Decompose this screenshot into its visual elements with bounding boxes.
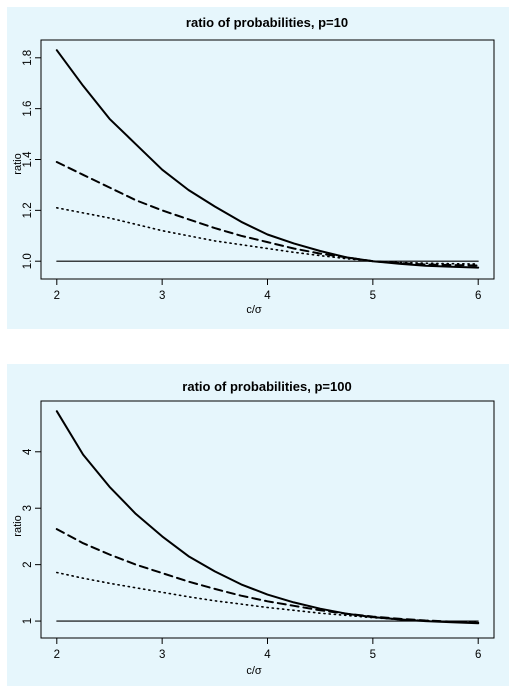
x-tick-label: 2 (54, 290, 60, 302)
y-tick-label: 1.4 (22, 151, 34, 168)
chart-title: ratio of probabilities, p=10 (186, 15, 348, 30)
series-line-solid (55, 410, 480, 625)
y-tick-label: 4 (22, 448, 34, 455)
y-tick-label: 1 (22, 618, 34, 624)
x-tick-label: 3 (159, 290, 165, 302)
series-line-dotted (55, 571, 480, 624)
y-axis-label: ratio (12, 515, 24, 536)
x-tick-label: 6 (475, 290, 481, 302)
series-line-dashed (55, 161, 480, 267)
y-tick-label: 1.0 (22, 253, 34, 269)
x-axis-label: c/σ (246, 665, 262, 677)
x-tick-label: 2 (54, 649, 60, 661)
x-tick-label: 4 (264, 290, 271, 302)
y-tick-label: 1.6 (22, 101, 34, 117)
series-line-dotted (55, 207, 480, 265)
series-line-dashed (55, 528, 480, 624)
x-tick-label: 6 (475, 649, 481, 661)
y-tick-label: 1.2 (22, 202, 34, 218)
x-tick-label: 3 (159, 649, 165, 661)
plot-frame (40, 400, 495, 639)
plot-frame (40, 39, 495, 280)
y-axis-label: ratio (12, 153, 24, 174)
y-tick-label: 3 (22, 505, 34, 511)
y-tick-label: 1.8 (22, 50, 34, 66)
chart-panel-bottom: ratio of probabilities, p=100 c/σ ratio … (7, 364, 509, 686)
chart-panel-top: ratio of probabilities, p=10 c/σ ratio 2… (7, 7, 509, 329)
x-tick-label: 4 (264, 649, 271, 661)
chart-svg-top: ratio of probabilities, p=10 c/σ ratio 2… (12, 15, 495, 316)
x-tick-label: 5 (370, 649, 376, 661)
chart-title: ratio of probabilities, p=100 (182, 379, 351, 394)
y-tick-label: 2 (22, 561, 34, 567)
series-line-solid (55, 49, 480, 269)
x-tick-label: 5 (370, 290, 376, 302)
chart-svg-bottom: ratio of probabilities, p=100 c/σ ratio … (12, 379, 495, 677)
x-axis-label: c/σ (246, 304, 262, 316)
